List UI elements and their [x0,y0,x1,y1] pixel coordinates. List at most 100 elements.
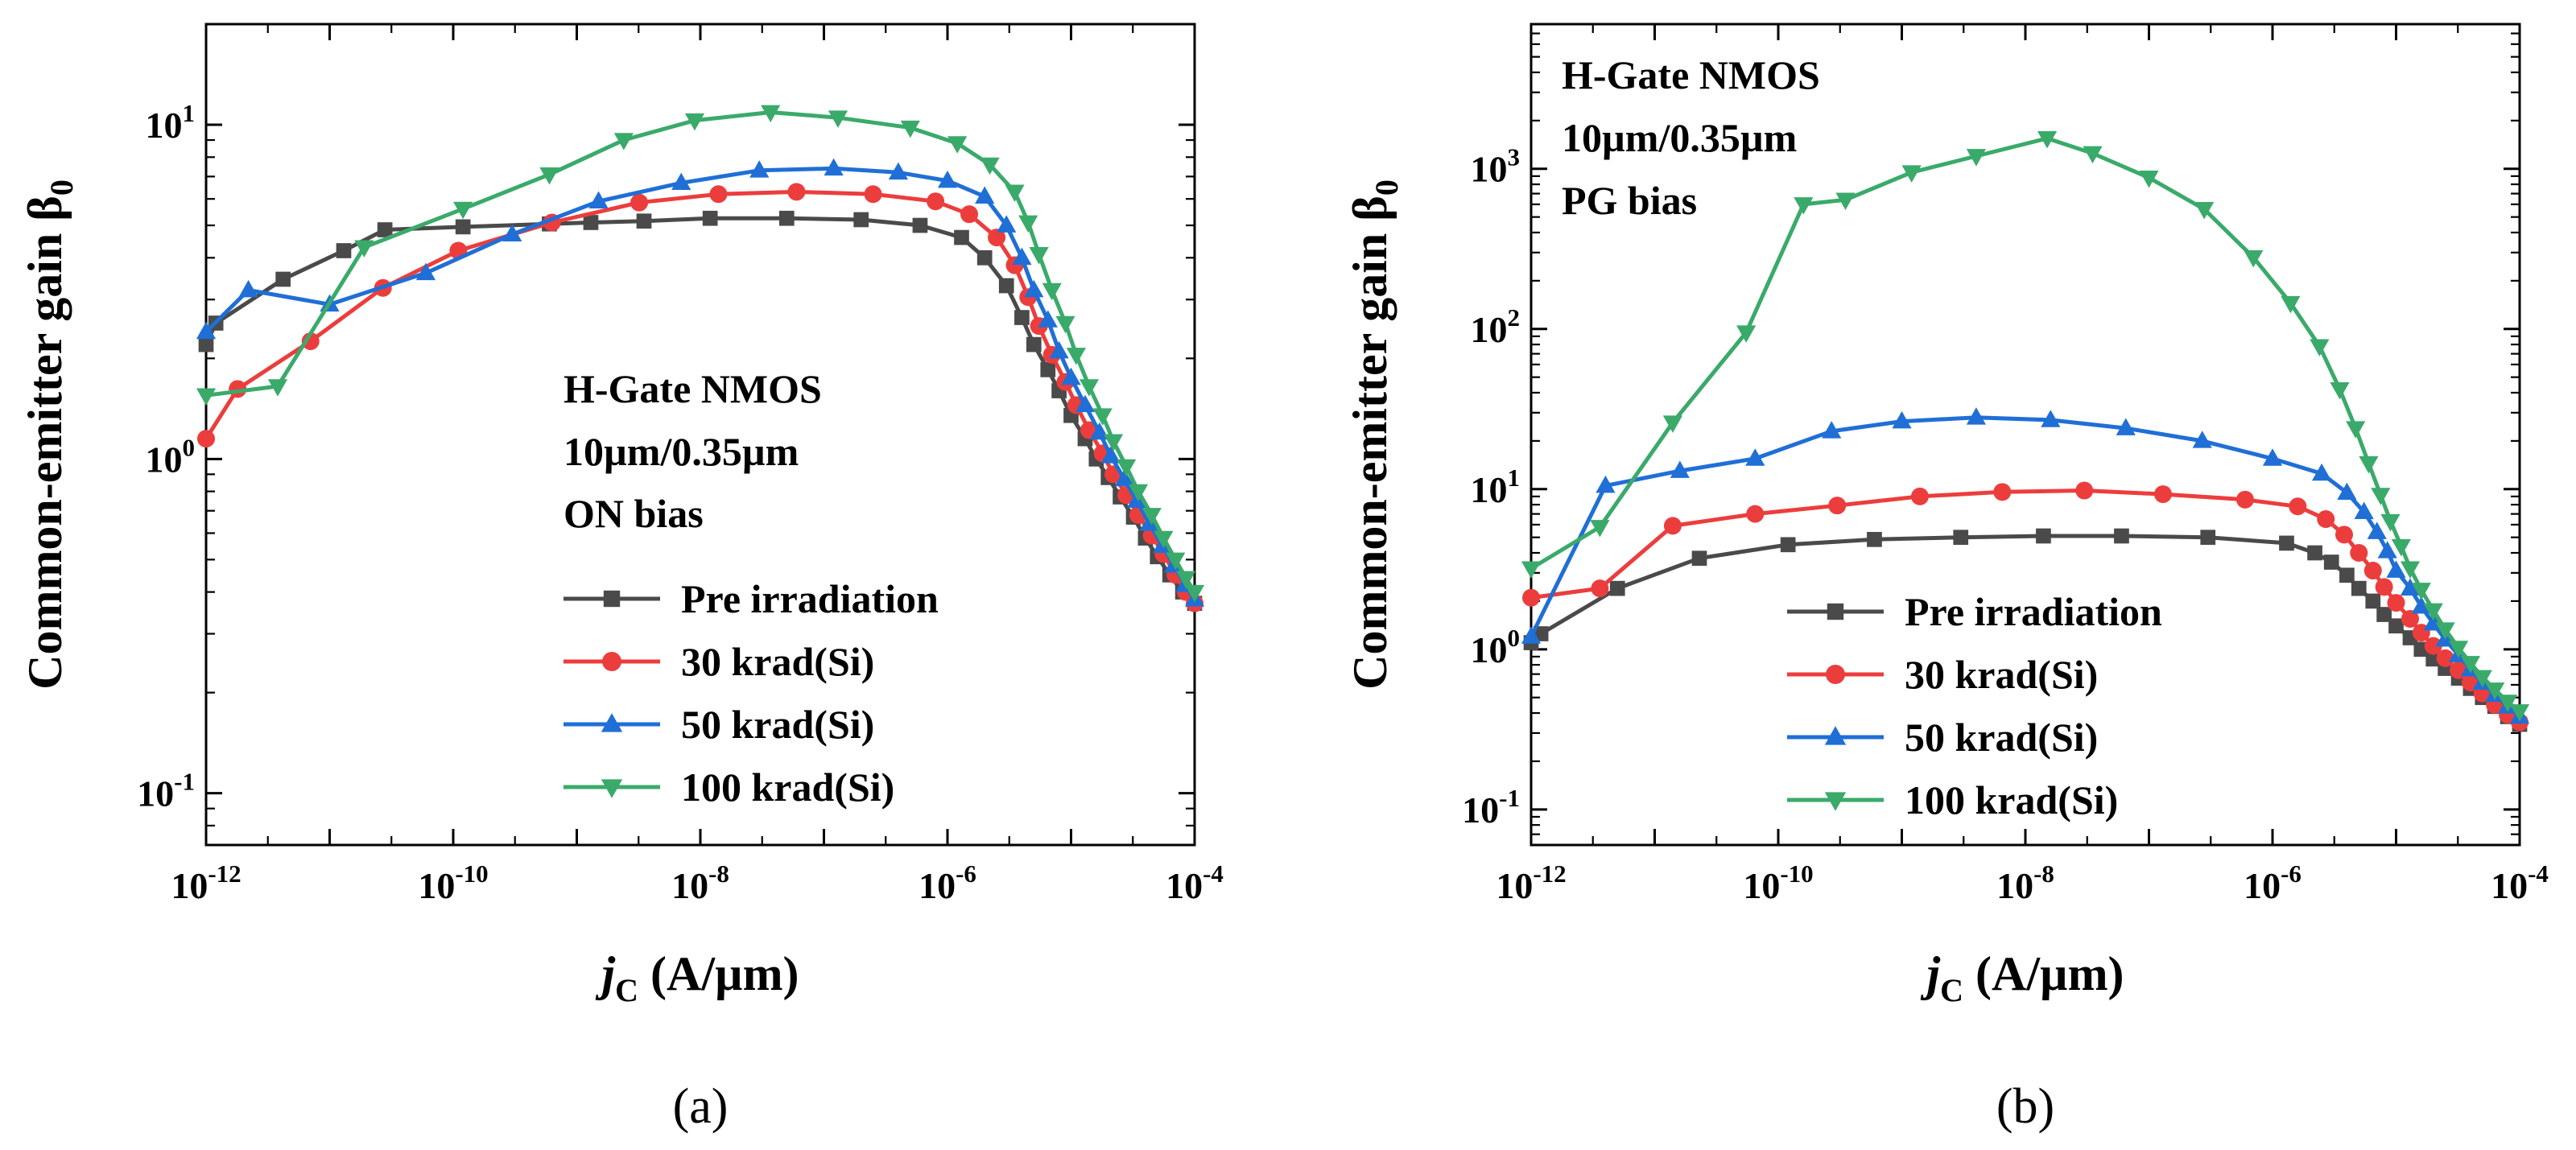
legend-label: Pre irradiation [681,576,939,621]
data-point-marker [238,279,258,298]
data-point-marker [954,229,969,245]
data-point-marker [2485,682,2505,700]
legend-item: 50 krad(Si) [1787,715,2098,760]
data-point-marker [1596,475,1616,493]
data-point-marker [2401,609,2419,628]
x-tick-label: 10-12 [171,859,241,906]
x-tick-label: 10-8 [671,859,729,906]
data-point-marker [671,172,691,191]
data-point-marker [1822,421,1842,439]
data-point-marker [455,219,471,235]
data-point-marker [2350,543,2368,562]
data-point-marker [2075,481,2094,500]
y-axis-title: Common-emitter gain β0 [19,179,80,690]
data-point-marker [1824,792,1847,811]
data-point-marker [702,210,718,226]
data-point-marker [601,713,623,732]
data-point-marker [2377,541,2397,559]
data-point-marker [1117,459,1137,477]
data-point-marker [1024,279,1044,298]
data-point-marker [937,170,958,188]
data-point-marker [196,388,217,406]
x-axis-title: jC (A/µm) [1920,947,2124,1008]
series-line [205,110,1197,593]
data-point-marker [1662,415,1683,433]
data-point-marker [1040,362,1056,377]
data-point-marker [2460,656,2481,674]
data-point-marker [2472,670,2492,688]
data-point-marker [947,136,968,154]
data-point-marker [588,191,609,208]
data-point-marker [2200,530,2216,546]
legend-label: 100 krad(Si) [681,765,894,810]
data-point-marker [2194,202,2215,220]
data-point-marker [601,779,623,798]
x-axis-title: jC (A/µm) [595,947,799,1008]
data-point-marker [1079,379,1100,397]
data-point-marker [1892,410,1912,429]
data-point-marker [2367,521,2387,539]
panel-caption: (b) [1996,1079,2054,1134]
data-point-marker [1184,584,1205,603]
data-point-marker [927,192,945,211]
data-point-marker [1901,165,1922,183]
data-point-marker [1794,197,1814,215]
data-point-marker [196,321,217,340]
data-point-marker [709,185,728,204]
data-point-marker [2346,421,2366,439]
data-point-marker [1746,505,1765,523]
y-tick-label: 102 [1471,303,1521,350]
data-point-marker [1910,487,1929,505]
y-tick-label: 100 [1471,624,1521,670]
data-point-marker [1092,408,1113,426]
data-point-marker [2235,490,2254,509]
legend-item: 100 krad(Si) [1787,777,2118,822]
data-point-marker [1966,149,1987,167]
data-point-marker [2435,622,2455,640]
data-point-marker [1953,530,1969,546]
data-point-marker [1691,550,1707,567]
data-point-marker [377,222,393,237]
data-point-marker [1128,484,1149,502]
data-point-marker [2339,567,2355,583]
y-tick-label: 10-1 [1462,784,1520,831]
data-point-marker [2376,607,2392,622]
annotation-line: PG bias [1562,178,1697,223]
data-point-marker [2436,649,2454,667]
data-point-marker [2330,381,2350,400]
annotation-line: H-Gate NMOS [1562,52,1820,97]
legend: Pre irradiation 30 krad(Si) 50 krad(Si) 100… [564,576,939,810]
data-point-marker [684,113,705,131]
data-point-marker [602,652,621,671]
data-point-marker [2411,596,2431,614]
data-point-marker [2037,131,2058,149]
data-point-marker [603,590,621,608]
data-point-marker [630,193,649,212]
data-point-marker [1066,348,1086,365]
legend-item: 100 krad(Si) [564,765,894,810]
series-100-krad-si- [196,105,1205,603]
data-point-marker [1055,315,1075,334]
data-point-marker [1867,531,1882,547]
data-point-marker [888,162,909,180]
data-point-marker [502,224,522,242]
data-point-marker [1591,579,1609,598]
data-point-marker [997,215,1017,233]
data-point-marker [2424,637,2442,655]
data-point-marker [2244,249,2264,268]
legend-label: Pre irradiation [1905,589,2162,634]
legend-item: 50 krad(Si) [564,702,874,747]
legend-label: 50 krad(Si) [681,702,874,747]
y-tick-label: 103 [1471,143,1521,190]
data-point-marker [2411,583,2431,600]
data-point-marker [1824,726,1847,745]
y-tick-label: 101 [1471,464,1521,510]
data-point-marker [2509,704,2530,722]
panel-caption: (a) [673,1079,729,1134]
data-point-marker [1521,626,1542,644]
data-point-marker [778,210,795,226]
series-50-krad-si- [196,158,1205,607]
data-point-marker [636,213,652,229]
data-point-marker [2400,578,2421,596]
